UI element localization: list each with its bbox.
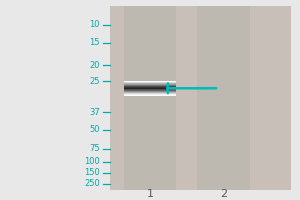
Text: 20: 20 xyxy=(89,61,100,70)
Text: 50: 50 xyxy=(89,125,100,134)
Bar xyxy=(124,90,176,91)
Bar xyxy=(124,85,176,86)
Bar xyxy=(124,83,176,84)
Bar xyxy=(124,86,176,87)
Text: 150: 150 xyxy=(84,168,100,177)
Text: 2: 2 xyxy=(220,189,227,199)
Text: 15: 15 xyxy=(89,38,100,47)
Bar xyxy=(124,87,176,88)
Text: 75: 75 xyxy=(89,144,100,153)
Bar xyxy=(124,84,176,85)
Bar xyxy=(124,92,176,93)
Bar xyxy=(197,6,250,190)
Text: 37: 37 xyxy=(89,108,100,117)
Bar xyxy=(124,88,176,89)
Text: 25: 25 xyxy=(89,77,100,86)
Bar xyxy=(124,90,176,91)
Bar xyxy=(124,89,176,90)
Text: 250: 250 xyxy=(84,179,100,188)
Bar xyxy=(124,93,176,94)
Bar xyxy=(124,91,176,92)
Bar xyxy=(124,81,176,82)
Bar xyxy=(124,6,176,190)
Text: 1: 1 xyxy=(146,189,154,199)
Text: 100: 100 xyxy=(84,157,100,166)
Bar xyxy=(110,6,291,190)
Bar xyxy=(124,95,176,96)
Bar xyxy=(124,82,176,83)
Text: 10: 10 xyxy=(89,20,100,29)
Bar xyxy=(124,94,176,95)
Bar xyxy=(124,87,176,88)
